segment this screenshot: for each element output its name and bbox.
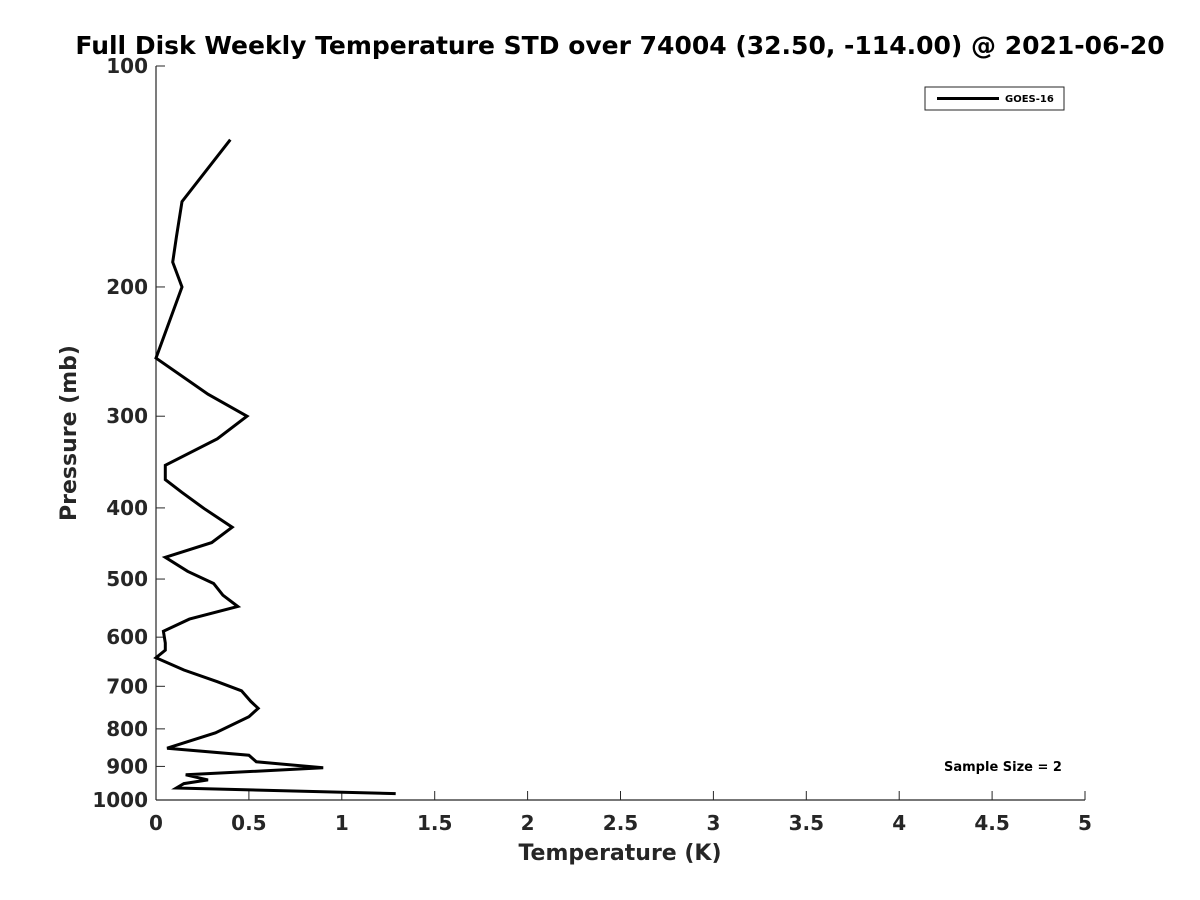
- x-tick-label: 4.5: [974, 811, 1009, 835]
- y-tick-label: 800: [106, 717, 148, 741]
- y-tick-label: 600: [106, 625, 148, 649]
- x-tick-label: 1: [335, 811, 349, 835]
- x-tick-label: 5: [1078, 811, 1092, 835]
- y-tick-label: 400: [106, 496, 148, 520]
- legend: GOES-16: [924, 86, 1065, 111]
- y-tick-label: 900: [106, 754, 148, 778]
- series-line-goes-16: [153, 138, 396, 796]
- y-tick-label: 100: [106, 54, 148, 78]
- y-axis-label: Pressure (mb): [57, 345, 82, 521]
- x-axis-label: Temperature (K): [518, 841, 721, 866]
- series-layer: [153, 138, 396, 796]
- plot-area: [155, 66, 1085, 801]
- y-tick-label: 500: [106, 567, 148, 591]
- y-tick-label: 1000: [92, 788, 148, 812]
- sample-size-annotation: Sample Size = 2: [944, 760, 1062, 775]
- x-tick-label: 3: [706, 811, 720, 835]
- legend-label-goes-16: GOES-16: [1005, 94, 1054, 105]
- x-tick-label: 3.5: [789, 811, 824, 835]
- y-tick-label: 700: [106, 674, 148, 698]
- x-tick-label: 0: [149, 811, 163, 835]
- chart-title: Full Disk Weekly Temperature STD over 74…: [75, 31, 1164, 60]
- y-axis-ticks: 100 200 300 400 500 600 700 800 900 1000: [92, 54, 165, 812]
- x-tick-label: 0.5: [231, 811, 266, 835]
- x-tick-label: 4: [892, 811, 906, 835]
- x-tick-label: 2: [521, 811, 535, 835]
- y-tick-label: 200: [106, 275, 148, 299]
- y-tick-label: 300: [106, 404, 148, 428]
- x-tick-label: 1.5: [417, 811, 452, 835]
- x-tick-label: 2.5: [603, 811, 638, 835]
- x-axis-ticks: 0 0.5 1 1.5 2 2.5 3 3.5 4 4.5 5: [149, 791, 1092, 835]
